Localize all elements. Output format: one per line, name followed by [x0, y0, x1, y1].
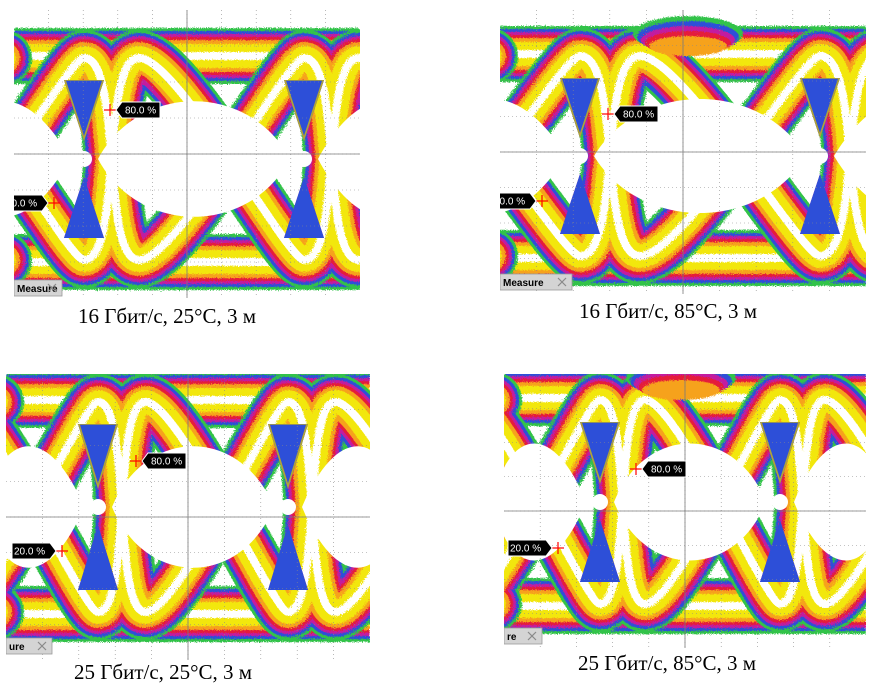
- marker-80: 80.0 %: [630, 460, 687, 478]
- eye-opening: [112, 446, 274, 568]
- marker-20: 20.0 %: [11, 542, 68, 560]
- measure-tab-label: ure: [9, 642, 25, 653]
- panel-caption-1: 16 Гбит/с, 25°C, 3 м: [78, 304, 257, 328]
- marker-80-label: 80.0 %: [623, 110, 654, 121]
- measure-tab-label: re: [507, 632, 517, 643]
- measure-tab[interactable]: ure: [6, 637, 53, 655]
- marker-80-label: 80.0 %: [151, 457, 182, 468]
- panel-caption-2: 16 Гбит/с, 85°C, 3 м: [579, 299, 758, 323]
- marker-80: 80.0 %: [104, 101, 161, 119]
- eye-diagram-2: 80.0 % 20.0 % Measure: [500, 10, 866, 294]
- close-icon[interactable]: [527, 631, 537, 641]
- marker-20-label: 20.0 %: [510, 544, 541, 555]
- marker-20: 20.0 %: [500, 192, 548, 210]
- marker-20-label: 20.0 %: [500, 197, 525, 208]
- measure-tab-label: Measure: [503, 278, 544, 289]
- eye-diagram-3: 80.0 % 20.0 % ure: [6, 374, 370, 660]
- eye-opening: [98, 101, 290, 217]
- marker-80: 80.0 %: [602, 105, 659, 123]
- measure-tab[interactable]: Measure: [500, 273, 573, 291]
- panel-caption-4: 25 Гбит/с, 85°C, 3 м: [578, 651, 757, 675]
- measure-tab[interactable]: Measure: [14, 279, 63, 297]
- close-icon[interactable]: [47, 283, 57, 293]
- marker-80-label: 80.0 %: [125, 106, 156, 117]
- marker-20: 20.0 %: [14, 194, 60, 212]
- measure-tab-label: Measure: [17, 284, 58, 295]
- marker-80: 80.0 %: [130, 452, 187, 470]
- eye-diagram-1: 80.0 % 20.0 % Measure: [14, 10, 360, 298]
- measure-tab[interactable]: re: [504, 627, 543, 645]
- eye-opening: [594, 99, 806, 213]
- eye-diagram-svg-4: 80.0 % 20.0 % re: [504, 374, 866, 648]
- marker-20: 20.0 %: [507, 539, 564, 557]
- eye-diagram-svg-2: 80.0 % 20.0 % Measure: [500, 10, 866, 294]
- eye-diagram-4: 80.0 % 20.0 % re: [504, 374, 866, 648]
- eye-diagram-svg-3: 80.0 % 20.0 % ure: [6, 374, 370, 660]
- panel-caption-3: 25 Гбит/с, 25°C, 3 м: [74, 660, 253, 684]
- marker-20-label: 20.0 %: [14, 199, 37, 210]
- marker-80-label: 80.0 %: [651, 465, 682, 476]
- close-icon[interactable]: [37, 641, 47, 651]
- marker-20-label: 20.0 %: [14, 547, 45, 558]
- eye-diagram-svg-1: 80.0 % 20.0 % Measure: [14, 10, 360, 298]
- close-icon[interactable]: [557, 277, 567, 287]
